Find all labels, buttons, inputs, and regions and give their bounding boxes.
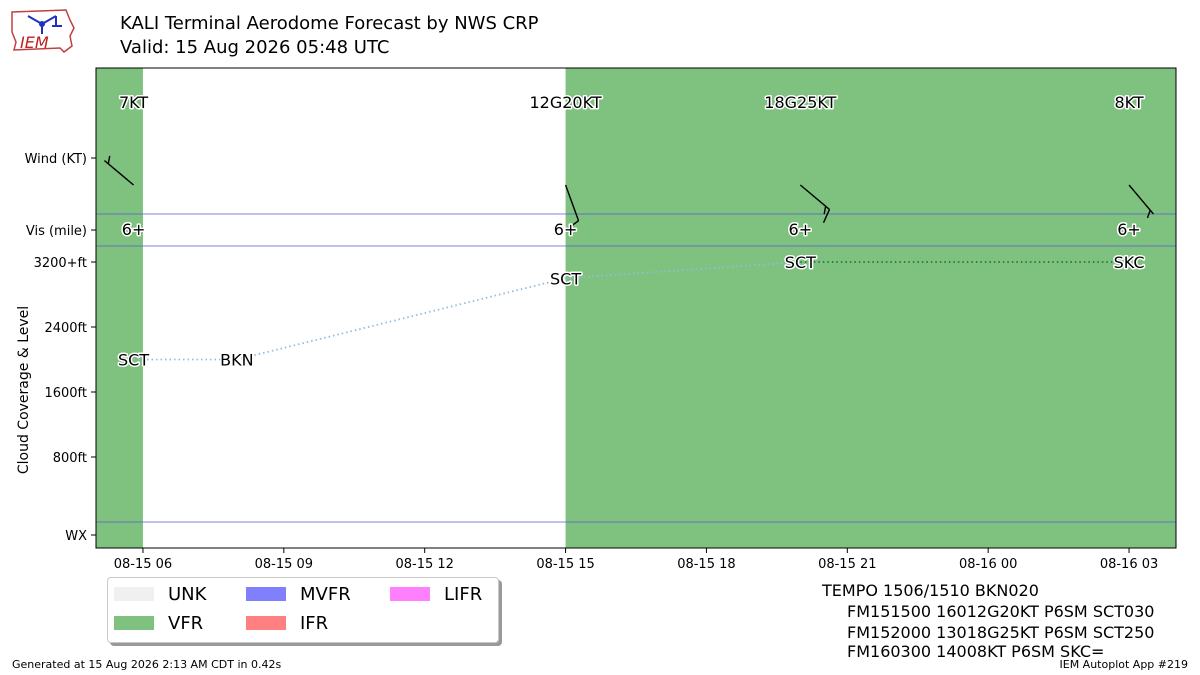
legend-label: MVFR [300,583,351,605]
taf-line: FM151500 16012G20KT P6SM SCT030 [847,602,1155,621]
visibility-label: 6+ [789,220,813,239]
wind-barb-feather [823,206,827,215]
generated-note: Generated at 15 Aug 2026 2:13 AM CDT in … [12,658,282,671]
wind-speed-label: 8KT [1114,93,1143,112]
x-tick-label: 08-16 03 [1100,557,1158,572]
legend-swatch [390,587,430,601]
x-tick-label: 08-16 00 [959,557,1017,572]
legend-swatch [246,587,286,601]
legend-item-lifr: LIFR [390,582,482,606]
x-tick-label: 08-15 15 [536,557,594,572]
wind-barb-staff [799,184,830,210]
wind-barb-feather [107,155,111,164]
cloud-level-line [565,261,801,280]
legend-item-ifr: IFR [246,611,328,635]
category-band-vfr [96,68,143,548]
wind-speed-label: 12G20KT [529,93,601,112]
chart-subtitle: Valid: 15 Aug 2026 05:48 UTC [120,37,390,58]
cloud-cover-label: BKN [220,351,253,370]
wind-barb-staff [564,184,580,221]
legend-label: IFR [300,612,329,634]
x-tick-label: 08-15 12 [395,557,453,572]
legend-label: UNK [168,583,207,605]
x-tick-label: 08-15 18 [677,557,735,572]
visibility-label: 6+ [554,220,578,239]
vis-row-label: Vis (mile) [26,224,87,239]
chart-title: KALI Terminal Aerodome Forecast by NWS C… [120,13,539,34]
cloud-cover-label: SCT [785,253,816,272]
cloud-tick-label: 1600ft [44,386,87,401]
legend-swatch [246,616,286,630]
category-band-vfr [565,68,1176,548]
taf-line: FM160300 14008KT P6SM SKC= [847,642,1105,661]
legend-item-unk: UNK [114,582,206,606]
taf-line: TEMPO 1506/1510 BKN020 [822,581,1039,600]
wind-speed-label: 7KT [119,93,148,112]
legend-swatch [114,587,154,601]
logo-text: IEM [20,33,49,52]
cloud-tick-label: 3200+ft [34,256,87,271]
iem-logo: IEM [8,6,78,58]
legend: UNK VFR MVFR IFR LIFR [107,577,499,643]
legend-item-mvfr: MVFR [246,582,351,606]
cloud-level-line [236,277,566,361]
legend-label: VFR [168,612,204,634]
x-tick-label: 08-15 21 [818,557,876,572]
legend-label: LIFR [444,583,483,605]
wind-barb-feather [1146,210,1151,219]
x-tick-label: 08-15 06 [114,557,172,572]
visibility-label: 6+ [122,220,146,239]
legend-item-vfr: VFR [114,611,203,635]
wind-barb-staff [104,160,135,186]
wind-barb-feather [566,220,579,230]
plot-frame [95,67,1177,549]
cloud-cover-label: SKC [1114,253,1145,272]
wind-speed-label: 18G25KT [764,93,836,112]
wind-barb-feather [822,209,831,224]
cloud-cover-label: SCT [118,351,149,370]
wind-row-label: Wind (KT) [25,152,87,167]
legend-swatch [114,616,154,630]
cloud-tick-label: 800ft [53,451,87,466]
app-note: IEM Autoplot App #219 [1059,658,1189,671]
cloud-tick-label: 2400ft [44,321,87,336]
wind-barb-staff [1128,184,1155,215]
wx-row-label: WX [65,529,87,544]
taf-line: FM152000 13018G25KT P6SM SCT250 [847,623,1155,642]
visibility-label: 6+ [1117,220,1141,239]
y-axis-label: Cloud Coverage & Level [16,306,32,474]
cloud-cover-label: SCT [550,269,581,288]
x-tick-label: 08-15 09 [255,557,313,572]
